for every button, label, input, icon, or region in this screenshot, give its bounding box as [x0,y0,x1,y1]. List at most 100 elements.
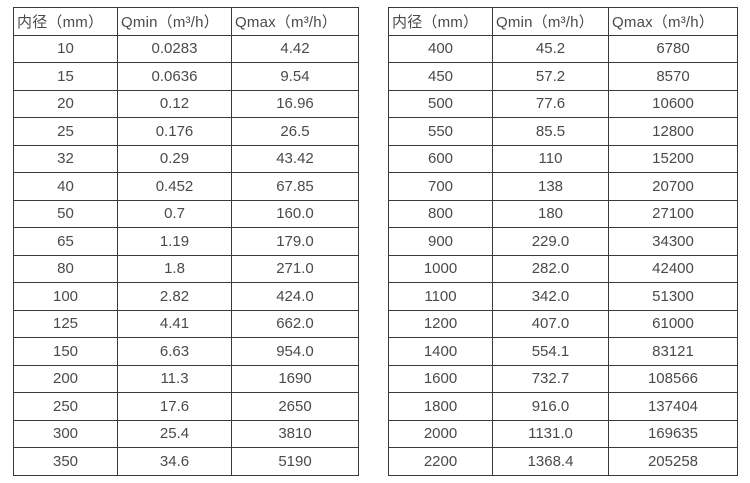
table-cell: 250 [13,392,118,421]
table-row: 1600 732.7 108566 [388,364,738,393]
table-row: 100 2.82 424.0 [13,282,359,311]
table-cell: 80 [13,254,118,283]
table-cell: 25 [13,117,118,146]
table-cell: 1000 [388,254,493,283]
table-cell: 282.0 [492,254,609,283]
column-header-qmin: Qmin（m³/h） [492,7,609,36]
table-row: 1800 916.0 137404 [388,392,738,421]
table-body: 10 0.0283 4.42 15 0.0636 9.54 20 0.12 16.96 25 0.1… [13,34,359,476]
column-header-qmax: Qmax（m³/h） [608,7,738,36]
table-cell: 229.0 [492,227,609,256]
table-body: 400 45.2 6780 450 57.2 8570 500 77.6 10600 550 85.… [388,34,738,476]
table-cell: 137404 [608,392,738,421]
table-cell: 42400 [608,254,738,283]
table-cell: 2650 [231,392,359,421]
table-cell: 169635 [608,419,738,448]
table-cell: 160.0 [231,199,359,228]
table-cell: 3810 [231,419,359,448]
table-cell: 10 [13,34,118,63]
table-cell: 732.7 [492,364,609,393]
table-row: 1200 407.0 61000 [388,309,738,338]
table-row: 250 17.6 2650 [13,392,359,421]
table-cell: 2200 [388,447,493,476]
table-cell: 0.452 [117,172,232,201]
table-cell: 108566 [608,364,738,393]
table-cell: 1600 [388,364,493,393]
table-cell: 51300 [608,282,738,311]
table-cell: 77.6 [492,89,609,118]
flow-spec-table-large-diameters: 内径（mm） Qmin（m³/h） Qmax（m³/h） 400 45.2 6780… [388,7,738,476]
table-cell: 662.0 [231,309,359,338]
table-cell: 16.96 [231,89,359,118]
table-cell: 0.29 [117,144,232,173]
table-cell: 15200 [608,144,738,173]
table-cell: 1400 [388,337,493,366]
table-row: 900 229.0 34300 [388,227,738,256]
table-cell: 100 [13,282,118,311]
table-cell: 1.8 [117,254,232,283]
table-cell: 0.0283 [117,34,232,63]
table-cell: 125 [13,309,118,338]
table-cell: 61000 [608,309,738,338]
table-cell: 554.1 [492,337,609,366]
table-row: 300 25.4 3810 [13,419,359,448]
table-cell: 83121 [608,337,738,366]
table-cell: 350 [13,447,118,476]
table-row: 125 4.41 662.0 [13,309,359,338]
table-cell: 20 [13,89,118,118]
table-cell: 32 [13,144,118,173]
table-cell: 200 [13,364,118,393]
table-cell: 40 [13,172,118,201]
table-cell: 4.42 [231,34,359,63]
table-cell: 1.19 [117,227,232,256]
table-cell: 900 [388,227,493,256]
table-row: 400 45.2 6780 [388,34,738,63]
table-row: 500 77.6 10600 [388,89,738,118]
table-cell: 65 [13,227,118,256]
table-cell: 57.2 [492,62,609,91]
table-row: 800 180 27100 [388,199,738,228]
table-header: 内径（mm） Qmin（m³/h） Qmax（m³/h） [13,7,359,36]
table-row: 700 138 20700 [388,172,738,201]
table-row: 2000 1131.0 169635 [388,419,738,448]
table-cell: 8570 [608,62,738,91]
table-cell: 954.0 [231,337,359,366]
table-cell: 0.0636 [117,62,232,91]
table-header: 内径（mm） Qmin（m³/h） Qmax（m³/h） [388,7,738,36]
table-row: 1400 554.1 83121 [388,337,738,366]
table-cell: 179.0 [231,227,359,256]
table-cell: 43.42 [231,144,359,173]
table-cell: 34.6 [117,447,232,476]
table-cell: 342.0 [492,282,609,311]
table-row: 200 11.3 1690 [13,364,359,393]
column-header-inner-diameter: 内径（mm） [388,7,493,36]
table-cell: 0.7 [117,199,232,228]
table-cell: 450 [388,62,493,91]
column-header-qmax: Qmax（m³/h） [231,7,359,36]
table-cell: 407.0 [492,309,609,338]
table-cell: 1690 [231,364,359,393]
table-cell: 1800 [388,392,493,421]
table-row: 80 1.8 271.0 [13,254,359,283]
flow-spec-table-small-diameters: 内径（mm） Qmin（m³/h） Qmax（m³/h） 10 0.0283 4.4… [13,7,359,476]
table-cell: 1368.4 [492,447,609,476]
table-cell: 400 [388,34,493,63]
table-cell: 150 [13,337,118,366]
table-cell: 15 [13,62,118,91]
table-row: 1000 282.0 42400 [388,254,738,283]
table-cell: 500 [388,89,493,118]
table-cell: 17.6 [117,392,232,421]
table-cell: 0.176 [117,117,232,146]
table-cell: 180 [492,199,609,228]
table-cell: 600 [388,144,493,173]
table-row: 350 34.6 5190 [13,447,359,476]
table-cell: 2.82 [117,282,232,311]
table-header-row: 内径（mm） Qmin（m³/h） Qmax（m³/h） [13,7,359,36]
table-cell: 0.12 [117,89,232,118]
table-row: 2200 1368.4 205258 [388,447,738,476]
table-cell: 50 [13,199,118,228]
table-cell: 6.63 [117,337,232,366]
table-cell: 1131.0 [492,419,609,448]
table-cell: 12800 [608,117,738,146]
